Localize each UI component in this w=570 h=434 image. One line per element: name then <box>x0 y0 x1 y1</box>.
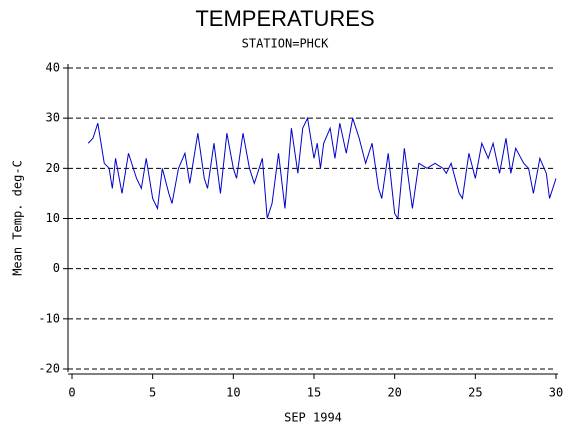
y-tick-label: -20 <box>38 362 60 376</box>
x-tick-label: 0 <box>68 386 75 400</box>
chart-title: TEMPERATURES <box>195 6 374 31</box>
y-tick-label: 0 <box>53 261 60 275</box>
data-line <box>87 116 557 220</box>
chart-subtitle: STATION=PHCK <box>242 37 329 51</box>
y-tick-label: 10 <box>46 211 60 225</box>
y-tick-label: -10 <box>38 311 60 325</box>
y-axis-label: Mean Temp. deg-C <box>11 160 25 276</box>
y-tick-label: 30 <box>46 111 60 125</box>
x-tick-label: 15 <box>307 386 321 400</box>
y-tick-label: 20 <box>46 161 60 175</box>
y-tick-label: 40 <box>46 61 60 75</box>
x-tick-label: 5 <box>149 386 156 400</box>
x-tick-label: 10 <box>226 386 240 400</box>
x-tick-label: 30 <box>549 386 563 400</box>
x-tick-label: 20 <box>387 386 401 400</box>
x-axis-label: SEP 1994 <box>284 411 342 425</box>
x-tick-label: 25 <box>468 386 482 400</box>
